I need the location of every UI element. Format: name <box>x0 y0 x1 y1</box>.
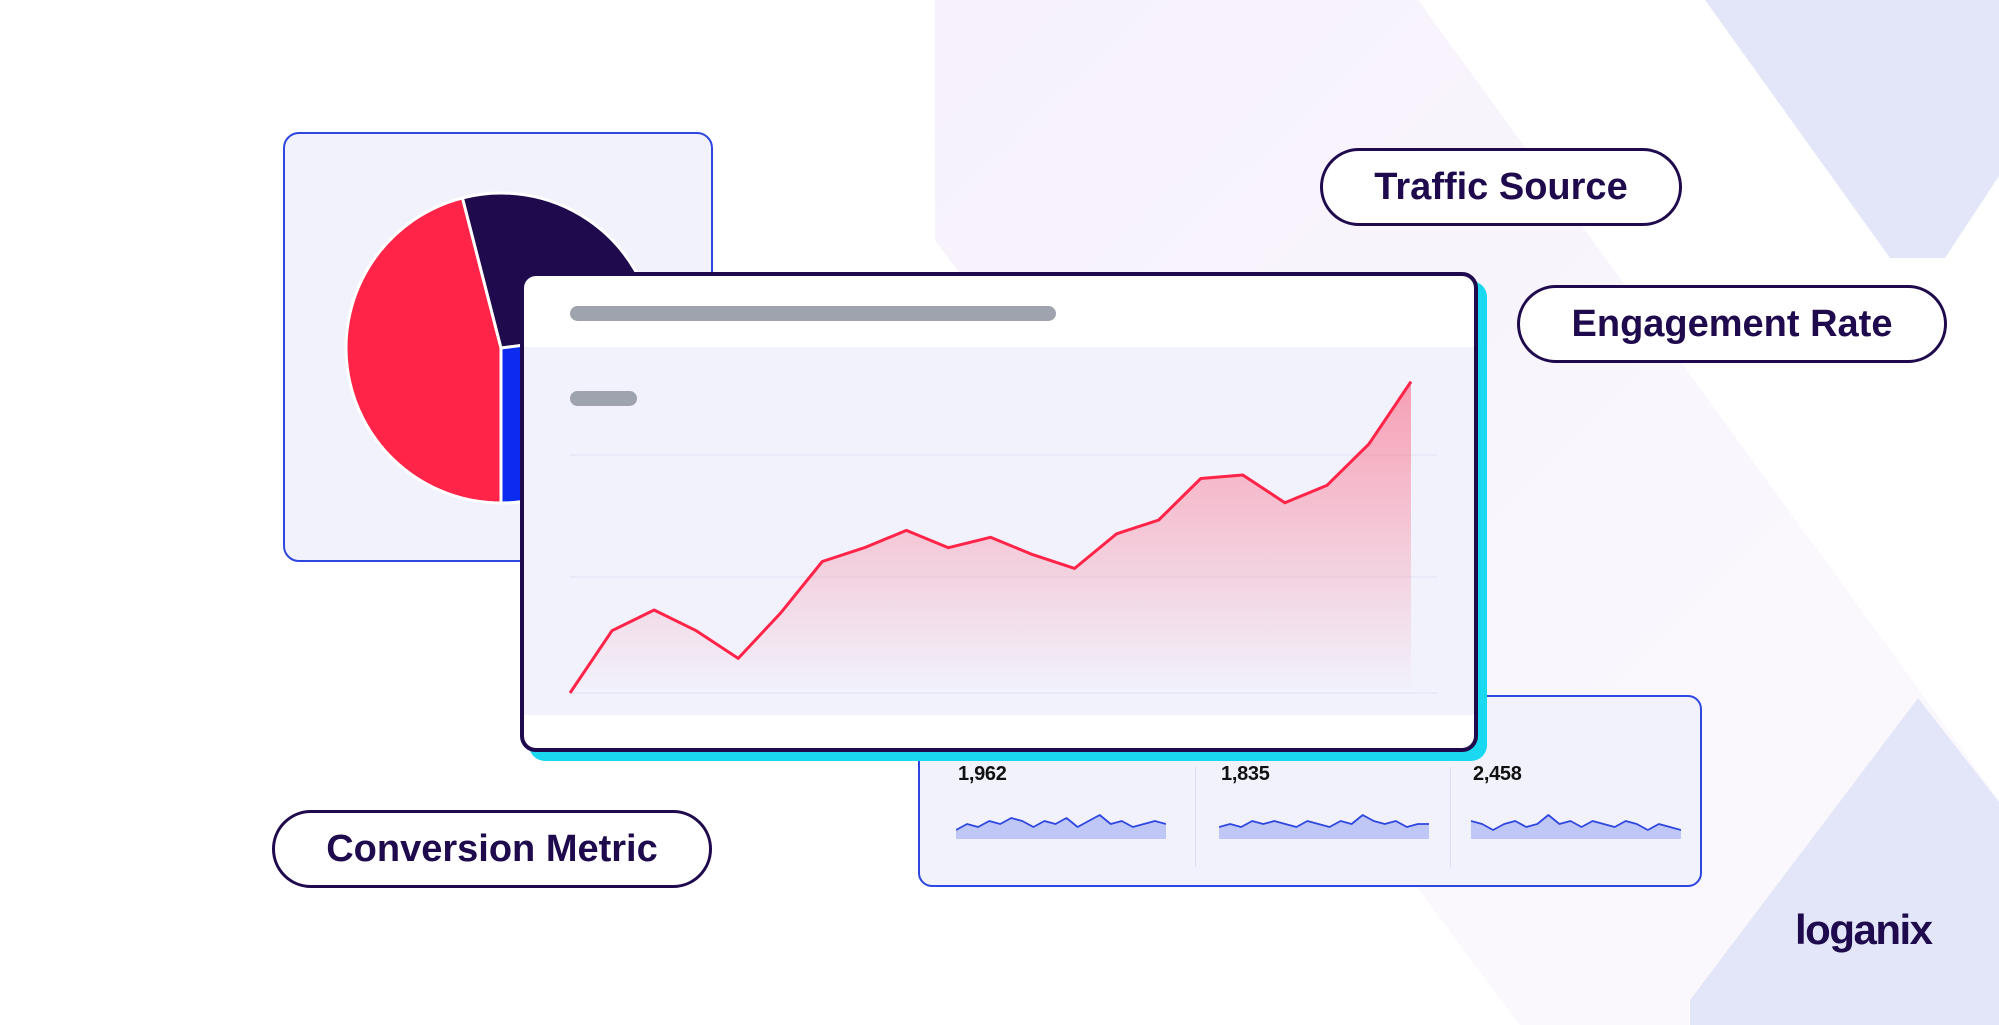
metric-divider <box>1450 767 1451 867</box>
metric-1-value: 1,962 <box>958 763 1007 785</box>
line-chart-card <box>520 272 1478 752</box>
sparkline-line <box>956 814 1166 831</box>
sparkline-line <box>1219 814 1429 828</box>
metric-3: 2,458 <box>1435 763 1681 873</box>
subtitle-placeholder <box>570 391 637 406</box>
loganix-logo: loganix <box>1795 906 1933 953</box>
metric-3-value: 2,458 <box>1473 763 1522 785</box>
bg-triangle-top-right <box>1705 0 1999 258</box>
metric-1-sparkline <box>956 814 1166 839</box>
traffic-source-label: Traffic Source <box>1320 148 1682 226</box>
sparkline-area <box>1471 815 1681 839</box>
metric-3-sparkline <box>1471 814 1681 839</box>
metric-1: 1,962 <box>920 763 1166 873</box>
title-placeholder <box>570 306 1056 321</box>
sparkline-area <box>956 815 1166 839</box>
bg-triangle-bottom-right <box>1690 698 1999 1025</box>
pie-slice <box>344 196 503 505</box>
chart-panel <box>524 347 1474 715</box>
metric-2-sparkline <box>1219 814 1429 839</box>
metric-2: 1,835 <box>1183 763 1429 873</box>
sparkline-line <box>1471 814 1681 831</box>
engagement-rate-label: Engagement Rate <box>1517 285 1947 363</box>
area-line-chart <box>568 380 1437 694</box>
metric-divider <box>1195 767 1196 867</box>
sparkline-area <box>1219 815 1429 839</box>
conversion-metric-label: Conversion Metric <box>272 810 712 888</box>
metric-2-value: 1,835 <box>1221 763 1270 785</box>
